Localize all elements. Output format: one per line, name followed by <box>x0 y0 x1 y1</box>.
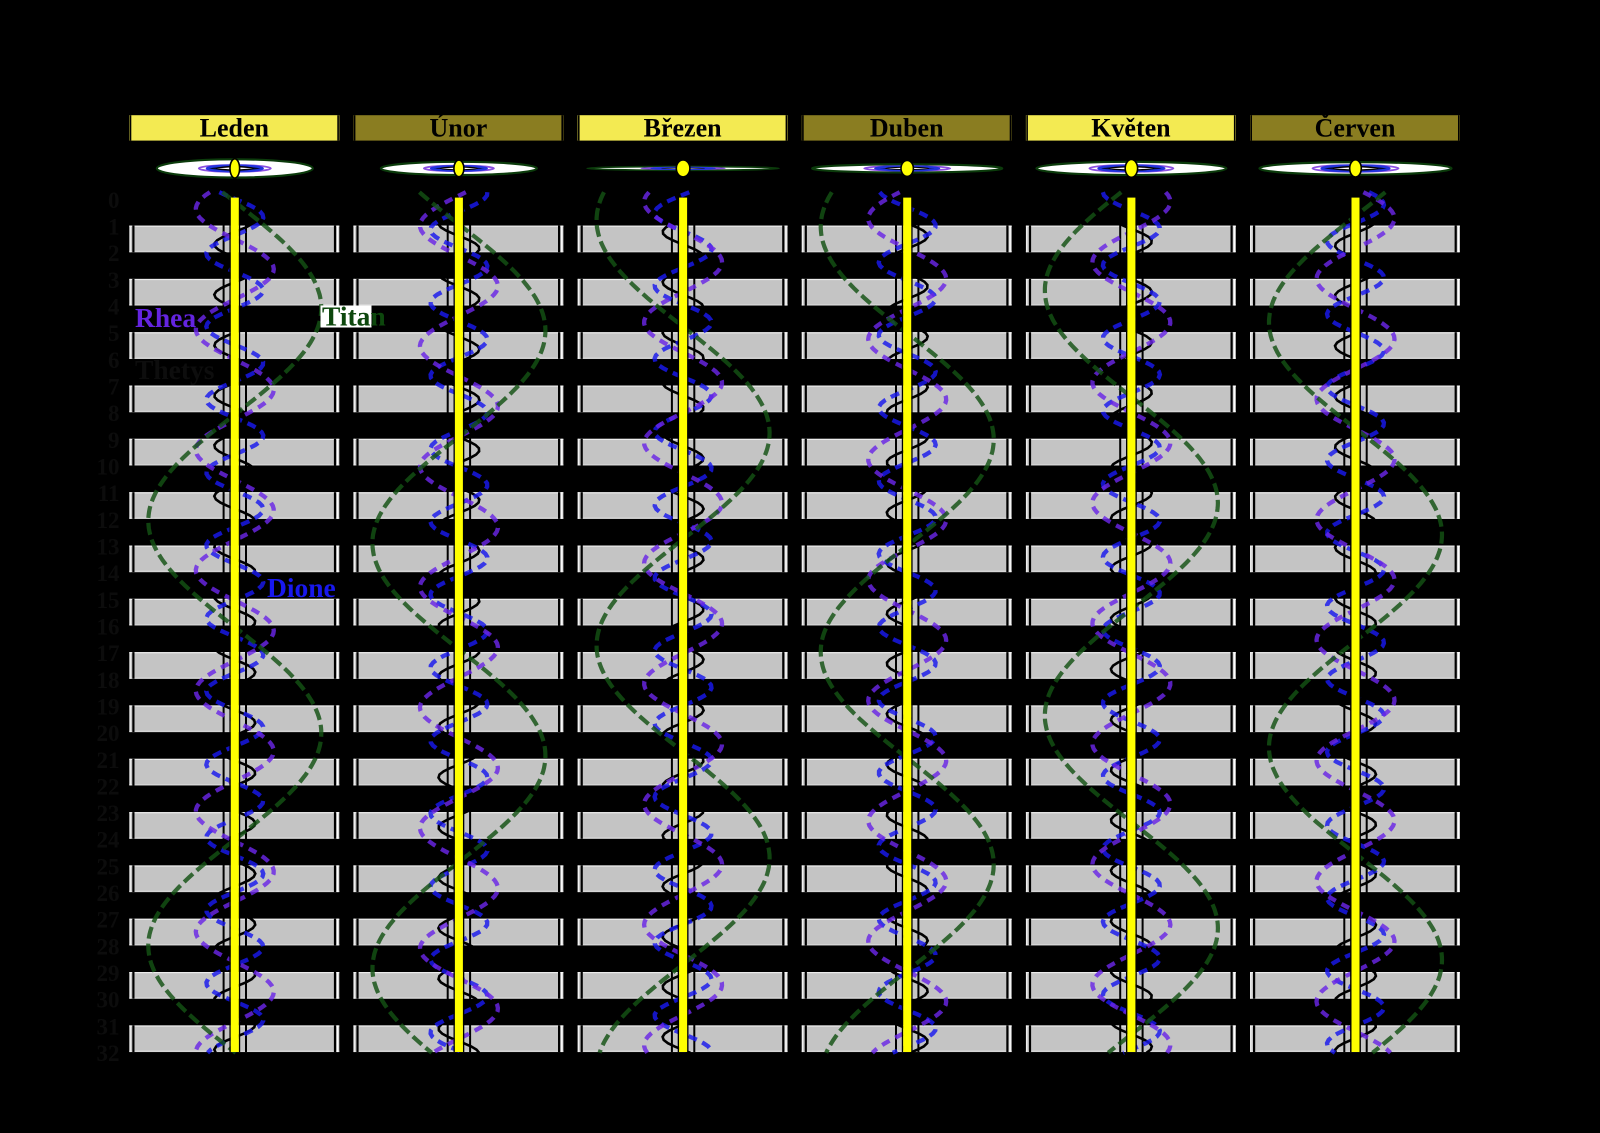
svg-text:16: 16 <box>97 615 120 640</box>
svg-text:9: 9 <box>108 428 120 453</box>
svg-text:23: 23 <box>97 801 120 826</box>
svg-text:Thetys: Thetys <box>135 354 215 385</box>
svg-text:2: 2 <box>108 241 120 266</box>
svg-text:8: 8 <box>108 401 120 426</box>
svg-text:20: 20 <box>97 721 120 746</box>
svg-text:14: 14 <box>97 561 121 586</box>
svg-text:31: 31 <box>97 1014 120 1039</box>
svg-text:30: 30 <box>97 988 120 1013</box>
svg-text:32: 32 <box>97 1041 120 1066</box>
svg-text:28: 28 <box>97 934 120 959</box>
svg-text:19: 19 <box>97 694 120 719</box>
svg-text:3: 3 <box>108 268 120 293</box>
svg-text:Květen: Květen <box>1091 114 1171 143</box>
svg-text:1: 1 <box>108 215 120 240</box>
svg-text:7: 7 <box>108 375 120 400</box>
svg-text:11: 11 <box>98 481 120 506</box>
svg-text:22: 22 <box>97 774 120 799</box>
svg-text:6: 6 <box>108 348 120 373</box>
svg-text:Únor: Únor <box>430 114 488 143</box>
svg-text:25: 25 <box>97 854 120 879</box>
svg-text:17: 17 <box>97 641 120 666</box>
svg-text:Duben: Duben <box>870 114 944 143</box>
svg-text:Dione: Dione <box>267 572 336 603</box>
svg-text:24: 24 <box>97 828 121 853</box>
svg-text:26: 26 <box>97 881 120 906</box>
svg-text:15: 15 <box>97 588 120 613</box>
svg-text:Titan: Titan <box>322 301 386 332</box>
svg-text:Rhea: Rhea <box>135 302 196 333</box>
svg-text:Březen: Březen <box>644 114 723 143</box>
svg-text:5: 5 <box>108 321 120 346</box>
svg-text:12: 12 <box>97 508 120 533</box>
svg-text:10: 10 <box>97 455 120 480</box>
svg-text:29: 29 <box>97 961 120 986</box>
svg-text:21: 21 <box>97 748 120 773</box>
svg-text:0: 0 <box>108 188 120 213</box>
svg-text:18: 18 <box>97 668 120 693</box>
svg-text:Leden: Leden <box>200 114 270 143</box>
svg-text:Červen: Červen <box>1315 114 1396 143</box>
svg-text:13: 13 <box>97 535 120 560</box>
svg-text:27: 27 <box>97 908 120 933</box>
svg-text:4: 4 <box>108 295 120 320</box>
